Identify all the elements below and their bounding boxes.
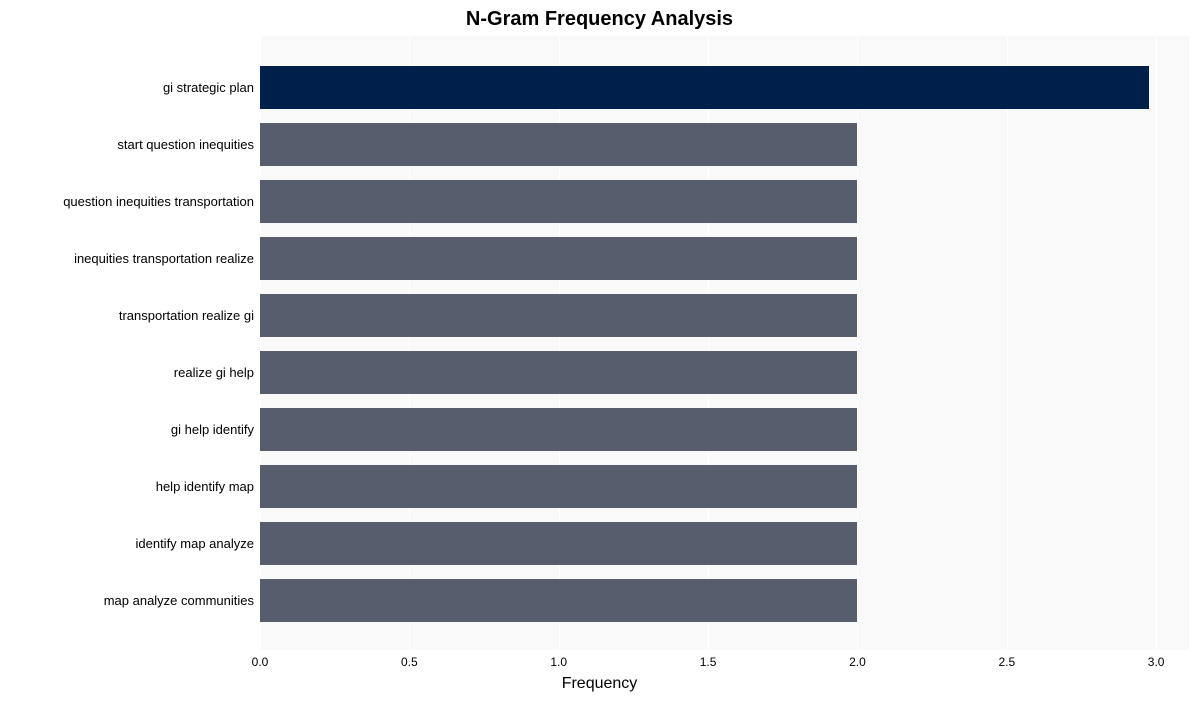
x-tick-label: 1.5 bbox=[700, 655, 717, 669]
bar bbox=[260, 351, 857, 394]
x-tick-label: 0.0 bbox=[252, 655, 269, 669]
y-tick-label: start question inequities bbox=[4, 137, 254, 152]
gridline bbox=[1007, 36, 1008, 650]
gridline bbox=[857, 36, 858, 650]
gridline bbox=[1156, 36, 1157, 650]
y-tick-label: question inequities transportation bbox=[4, 194, 254, 209]
y-tick-label: realize gi help bbox=[4, 365, 254, 380]
y-tick-label: gi strategic plan bbox=[4, 80, 254, 95]
x-tick-label: 2.5 bbox=[998, 655, 1015, 669]
x-tick-label: 1.0 bbox=[550, 655, 567, 669]
bar bbox=[260, 123, 857, 166]
y-tick-label: map analyze communities bbox=[4, 593, 254, 608]
ngram-frequency-chart: N-Gram Frequency Analysis gi strategic p… bbox=[0, 0, 1199, 701]
bar bbox=[260, 579, 857, 622]
y-tick-label: gi help identify bbox=[4, 422, 254, 437]
bar bbox=[260, 237, 857, 280]
bar bbox=[260, 408, 857, 451]
x-axis-title: Frequency bbox=[0, 675, 1199, 693]
y-tick-label: transportation realize gi bbox=[4, 308, 254, 323]
y-tick-label: inequities transportation realize bbox=[4, 251, 254, 266]
y-tick-label: help identify map bbox=[4, 479, 254, 494]
x-tick-label: 2.0 bbox=[849, 655, 866, 669]
bar bbox=[260, 522, 857, 565]
x-tick-label: 3.0 bbox=[1148, 655, 1165, 669]
y-tick-label: identify map analyze bbox=[4, 536, 254, 551]
x-tick-label: 0.5 bbox=[401, 655, 418, 669]
bar bbox=[260, 294, 857, 337]
chart-title: N-Gram Frequency Analysis bbox=[0, 8, 1199, 31]
plot-area bbox=[260, 36, 1189, 650]
bar bbox=[260, 66, 1149, 109]
bar bbox=[260, 180, 857, 223]
bar bbox=[260, 465, 857, 508]
